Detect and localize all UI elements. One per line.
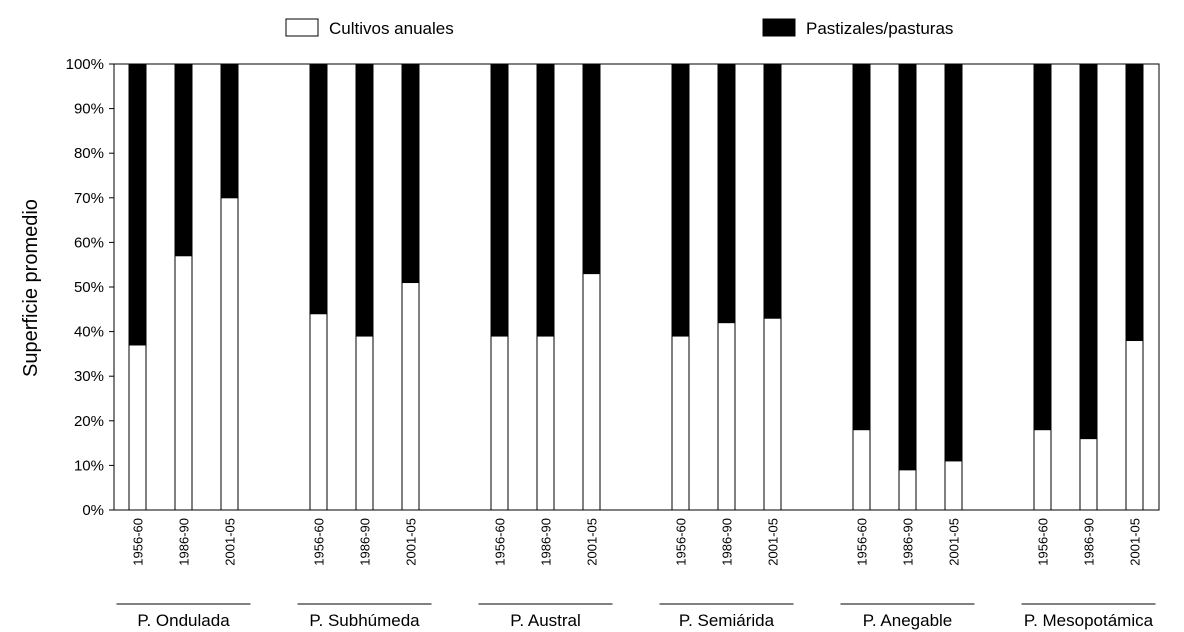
group-label: P. Anegable xyxy=(863,611,953,630)
bar-cultivos xyxy=(355,335,374,511)
bar-pastizales xyxy=(763,63,782,319)
x-tick-label-period: 1956-60 xyxy=(493,518,508,566)
bar-pastizales xyxy=(536,63,555,337)
bar-cultivos xyxy=(944,460,963,511)
bar-pastizales xyxy=(582,63,601,275)
y-tick-label: 50% xyxy=(74,279,104,296)
x-tick-label-period: 1986-90 xyxy=(1082,518,1097,566)
group-label: P. Mesopotámica xyxy=(1024,611,1154,630)
x-tick-label-period: 1956-60 xyxy=(674,518,689,566)
y-tick-label: 70% xyxy=(74,190,104,207)
legend: Cultivos anuales Pastizales/pasturas xyxy=(285,18,953,38)
bar-pastizales xyxy=(128,63,147,346)
legend-label-pastizales: Pastizales/pasturas xyxy=(806,19,953,38)
plot-area: 0% 10% 20% 30% 40% 50% 60% 70% 80% 90% 100% 1956-60… xyxy=(66,56,1160,630)
bar-pastizales xyxy=(1125,63,1144,342)
bar-cultivos xyxy=(582,273,601,511)
group-label: P. Austral xyxy=(510,611,581,630)
y-tick-label: 0% xyxy=(82,502,104,519)
bar-cultivos xyxy=(401,282,420,511)
bar-cultivos xyxy=(220,197,239,511)
x-tick-label-period: 2001-05 xyxy=(1128,518,1143,566)
bar-pastizales xyxy=(1033,63,1052,431)
y-tick-label: 10% xyxy=(74,457,104,474)
bar-cultivos xyxy=(174,255,193,511)
bar-cultivos xyxy=(717,322,736,511)
x-tick-label-period: 1986-90 xyxy=(901,518,916,566)
y-tick-label: 30% xyxy=(74,368,104,385)
bar-pastizales xyxy=(852,63,871,431)
group-label: P. Subhúmeda xyxy=(309,611,420,630)
y-tick-label: 60% xyxy=(74,234,104,251)
bar-pastizales xyxy=(220,63,239,199)
bar-pastizales xyxy=(671,63,690,337)
x-tick-label-period: 1956-60 xyxy=(855,518,870,566)
y-tick-label: 80% xyxy=(74,145,104,162)
x-tick-label-period: 2001-05 xyxy=(766,518,781,566)
x-tick-label-period: 1986-90 xyxy=(177,518,192,566)
bar-pastizales xyxy=(355,63,374,337)
bar-cultivos xyxy=(1079,438,1098,511)
group-label: P. Ondulada xyxy=(137,611,230,630)
bar-cultivos xyxy=(1125,340,1144,511)
bar-pastizales xyxy=(401,63,420,284)
bar-cultivos xyxy=(898,469,917,511)
y-tick-label: 100% xyxy=(66,56,104,73)
bar-cultivos xyxy=(671,335,690,511)
bar-cultivos xyxy=(128,344,147,511)
x-tick-label-period: 1956-60 xyxy=(131,518,146,566)
bar-pastizales xyxy=(1079,63,1098,440)
x-tick-label-period: 2001-05 xyxy=(947,518,962,566)
bar-cultivos xyxy=(852,429,871,511)
y-tick-label: 20% xyxy=(74,413,104,430)
x-tick-label-period: 1956-60 xyxy=(1036,518,1051,566)
bar-cultivos xyxy=(536,335,555,511)
bar-pastizales xyxy=(490,63,509,337)
bar-cultivos xyxy=(1033,429,1052,511)
x-tick-label-period: 2001-05 xyxy=(585,518,600,566)
x-tick-label-period: 1986-90 xyxy=(539,518,554,566)
bar-cultivos xyxy=(309,313,328,511)
bar-pastizales xyxy=(309,63,328,315)
legend-label-cultivos: Cultivos anuales xyxy=(329,19,454,38)
x-tick-label-period: 2001-05 xyxy=(223,518,238,566)
x-tick-label-period: 1956-60 xyxy=(312,518,327,566)
bar-pastizales xyxy=(717,63,736,324)
bar-cultivos xyxy=(763,317,782,511)
y-axis-title: Superficie promedio xyxy=(20,199,42,377)
plot-frame xyxy=(113,63,1160,511)
x-tick-label-period: 1986-90 xyxy=(720,518,735,566)
y-tick-label: 90% xyxy=(74,101,104,118)
y-tick-label: 40% xyxy=(74,324,104,341)
group-label: P. Semiárida xyxy=(679,611,775,630)
legend-swatch-cultivos xyxy=(285,18,319,37)
bar-cultivos xyxy=(490,335,509,511)
x-tick-label-period: 1986-90 xyxy=(358,518,373,566)
bar-pastizales xyxy=(174,63,193,257)
bar-pastizales xyxy=(898,63,917,471)
legend-swatch-pastizales xyxy=(762,18,796,37)
bar-pastizales xyxy=(944,63,963,462)
x-tick-label-period: 2001-05 xyxy=(404,518,419,566)
